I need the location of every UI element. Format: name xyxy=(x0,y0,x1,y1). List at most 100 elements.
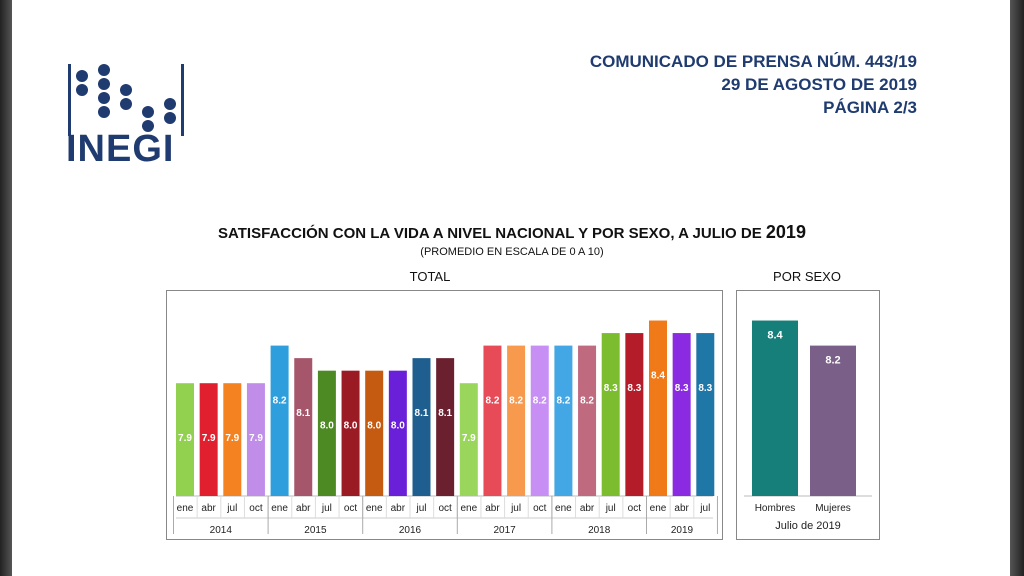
total-bar xyxy=(530,345,549,496)
year-tick-label: 2015 xyxy=(304,525,327,536)
right-border xyxy=(1010,0,1024,576)
total-bar xyxy=(507,345,526,496)
month-tick-label: abr xyxy=(296,503,311,514)
month-tick-label: abr xyxy=(674,503,689,514)
sexo-bar-label: 8.4 xyxy=(767,330,783,342)
total-bar-label: 8.0 xyxy=(391,421,405,432)
month-tick-label: abr xyxy=(391,503,406,514)
total-bar xyxy=(696,333,715,496)
figure-title: SATISFACCIÓN CON LA VIDA A NIVEL NACIONA… xyxy=(0,222,1024,243)
total-bar-label: 7.9 xyxy=(202,433,216,444)
period-label: Julio de 2019 xyxy=(775,520,840,532)
month-tick-label: ene xyxy=(271,503,288,514)
total-bar-label: 7.9 xyxy=(178,433,192,444)
total-bar xyxy=(672,333,691,496)
total-bar-label: 8.1 xyxy=(296,408,310,419)
total-bar-label: 8.3 xyxy=(627,383,641,394)
month-tick-label: ene xyxy=(555,503,572,514)
sexo-bar xyxy=(810,345,856,496)
month-tick-label: ene xyxy=(650,503,667,514)
total-bar-label: 8.3 xyxy=(675,383,689,394)
total-panel-title: TOTAL xyxy=(409,269,451,284)
month-tick-label: jul xyxy=(321,503,332,514)
year-tick-label: 2018 xyxy=(588,525,611,536)
total-bar xyxy=(578,345,597,496)
total-bar xyxy=(436,358,455,496)
total-bar xyxy=(341,370,360,496)
page-number: PÁGINA 2/3 xyxy=(823,98,917,117)
month-tick-label: jul xyxy=(605,503,616,514)
total-bar-label: 8.3 xyxy=(604,383,618,394)
total-bar-label: 8.0 xyxy=(320,421,334,432)
total-bar-label: 7.9 xyxy=(462,433,476,444)
month-tick-label: abr xyxy=(485,503,500,514)
figure-subtitle: (PROMEDIO EN ESCALA DE 0 A 10) xyxy=(420,246,604,258)
press-date: 29 DE AGOSTO DE 2019 xyxy=(721,75,917,94)
total-bar xyxy=(294,358,313,496)
month-tick-label: abr xyxy=(580,503,595,514)
sexo-bar-label: 8.2 xyxy=(825,355,840,367)
total-bar-label: 8.2 xyxy=(533,396,547,407)
year-tick-label: 2019 xyxy=(671,525,694,536)
month-tick-label: jul xyxy=(510,503,521,514)
month-tick-label: oct xyxy=(628,503,642,514)
month-tick-label: jul xyxy=(226,503,237,514)
total-bar-label: 8.0 xyxy=(367,421,381,432)
total-bar-label: 8.2 xyxy=(580,396,594,407)
figure-title-year: 2019 xyxy=(765,222,806,242)
press-header: COMUNICADO DE PRENSA NÚM. 443/19 29 DE A… xyxy=(590,50,917,119)
total-bar-label: 7.9 xyxy=(225,433,239,444)
month-tick-label: oct xyxy=(438,503,452,514)
total-bar xyxy=(601,333,620,496)
total-bar-label: 7.9 xyxy=(249,433,263,444)
inegi-logo-icon xyxy=(68,64,184,136)
month-tick-label: ene xyxy=(366,503,383,514)
total-bar-label: 8.4 xyxy=(651,371,665,382)
month-tick-label: ene xyxy=(460,503,477,514)
month-tick-label: jul xyxy=(415,503,426,514)
year-tick-label: 2014 xyxy=(210,525,233,536)
total-bar-label: 8.2 xyxy=(485,396,499,407)
sexo-panel-title: POR SEXO xyxy=(773,269,841,284)
total-bar-label: 8.2 xyxy=(556,396,570,407)
total-bar xyxy=(270,345,289,496)
total-bar xyxy=(246,383,265,496)
chart-frame xyxy=(736,290,880,540)
total-bar-label: 8.2 xyxy=(509,396,523,407)
figure-title-text: SATISFACCIÓN CON LA VIDA A NIVEL NACIONA… xyxy=(218,225,766,242)
category-tick-label: Hombres xyxy=(755,503,796,514)
year-tick-label: 2017 xyxy=(493,525,516,536)
press-number: COMUNICADO DE PRENSA NÚM. 443/19 xyxy=(589,52,917,71)
sexo-chart: 8.4 Hombres 8.2 Mujeres Julio de 2019 xyxy=(736,290,880,540)
sexo-bar xyxy=(752,320,798,496)
month-tick-label: jul xyxy=(699,503,710,514)
total-bar-label: 8.1 xyxy=(438,408,452,419)
total-bar-label: 8.2 xyxy=(273,396,287,407)
total-bar xyxy=(459,383,478,496)
total-bar xyxy=(176,383,194,496)
month-tick-label: oct xyxy=(533,503,547,514)
total-bar xyxy=(388,370,407,496)
month-tick-label: abr xyxy=(201,503,216,514)
total-chart: 7.9 ene 7.9 abr 7.9 jul 7.9 oct 8.2 ene 8.1 abr 8.0 j… xyxy=(166,290,723,540)
total-bar-label: 8.3 xyxy=(698,383,712,394)
total-bar xyxy=(317,370,336,496)
total-bar xyxy=(483,345,502,496)
total-bar xyxy=(412,358,431,496)
month-tick-label: ene xyxy=(177,503,194,514)
category-tick-label: Mujeres xyxy=(815,503,851,514)
year-tick-label: 2016 xyxy=(399,525,422,536)
total-bar xyxy=(649,320,667,496)
total-bar xyxy=(625,333,644,496)
total-bar xyxy=(223,383,242,496)
total-bar-label: 8.0 xyxy=(344,421,358,432)
chart-frame xyxy=(166,290,723,540)
month-tick-label: oct xyxy=(249,503,263,514)
total-bar xyxy=(554,345,573,496)
total-bar xyxy=(365,370,384,496)
left-border xyxy=(0,0,12,576)
month-tick-label: oct xyxy=(344,503,358,514)
total-bar xyxy=(199,383,218,496)
logo-text: INEGI xyxy=(66,128,175,170)
